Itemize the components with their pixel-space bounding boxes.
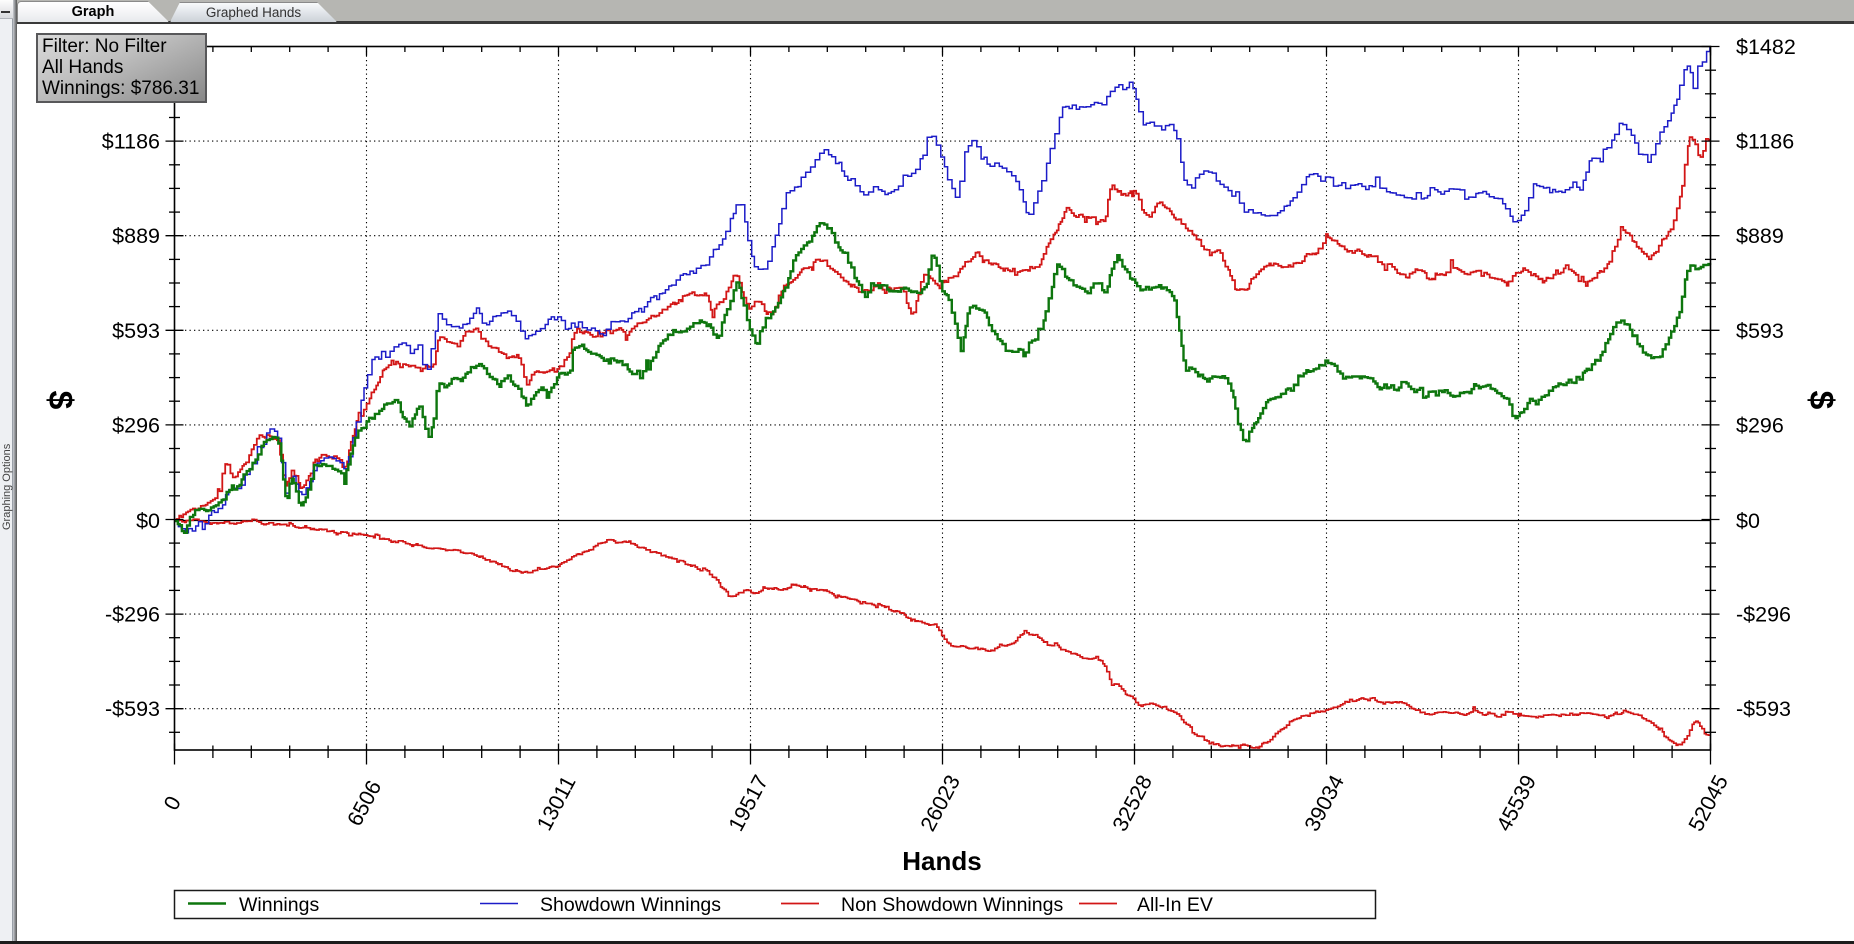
svg-text:13011: 13011 [532, 772, 581, 835]
svg-text:-$593: -$593 [1736, 697, 1791, 721]
svg-text:Non Showdown Winnings: Non Showdown Winnings [841, 894, 1063, 916]
svg-text:$0: $0 [1736, 509, 1760, 533]
svg-text:$1186: $1186 [102, 130, 160, 154]
svg-text:Winnings: Winnings [239, 894, 319, 916]
svg-text:-$296: -$296 [1736, 603, 1791, 627]
svg-text:$296: $296 [112, 413, 160, 437]
svg-text:32528: 32528 [1108, 771, 1157, 835]
svg-text:$296: $296 [1736, 413, 1784, 437]
svg-text:52045: 52045 [1684, 771, 1733, 835]
svg-text:$: $ [41, 391, 79, 410]
svg-text:$1186: $1186 [1736, 130, 1794, 154]
svg-text:$593: $593 [1736, 319, 1784, 343]
svg-text:$: $ [1802, 391, 1840, 410]
svg-text:0: 0 [159, 792, 186, 814]
svg-text:$0: $0 [136, 509, 160, 533]
svg-text:$593: $593 [112, 319, 160, 343]
svg-text:$889: $889 [1736, 224, 1784, 248]
svg-text:39034: 39034 [1300, 771, 1349, 835]
svg-text:$889: $889 [112, 224, 160, 248]
svg-text:45539: 45539 [1492, 771, 1541, 835]
svg-text:All-In EV: All-In EV [1137, 894, 1213, 916]
svg-text:$1482: $1482 [1736, 35, 1796, 59]
svg-text:Showdown Winnings: Showdown Winnings [540, 894, 721, 916]
svg-text:Hands: Hands [902, 846, 981, 876]
svg-text:19517: 19517 [724, 771, 773, 835]
svg-text:26023: 26023 [916, 771, 965, 835]
svg-text:-$593: -$593 [105, 697, 160, 721]
svg-text:6506: 6506 [343, 776, 387, 830]
svg-text:-$296: -$296 [105, 603, 160, 627]
